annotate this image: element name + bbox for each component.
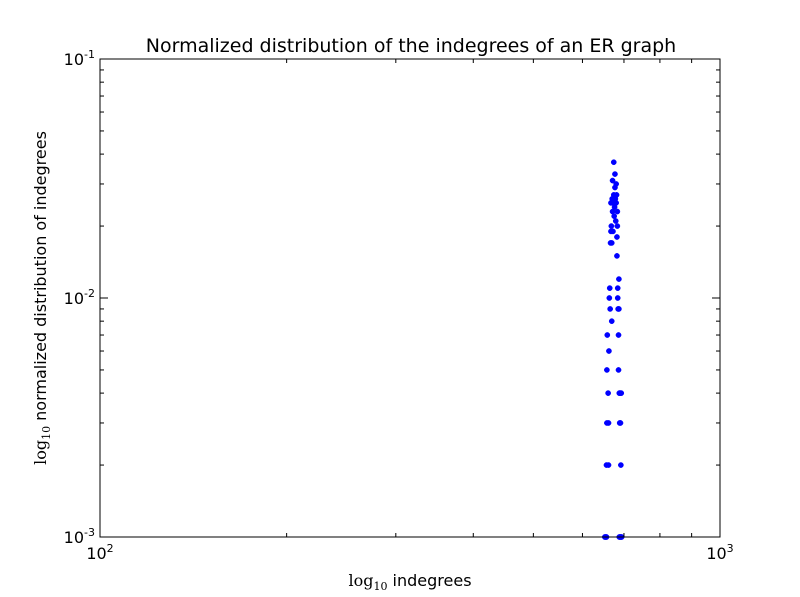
data-point [614,295,621,301]
x-axis-label-prefix: log [348,571,373,590]
data-point [610,159,617,166]
data-point [614,208,621,215]
x-axis-label: log10 indegrees [348,571,471,593]
x-tick-label: 102 [86,542,113,563]
data-point [606,295,613,301]
y-axis-label: log10 normalized distribution of indegre… [31,131,53,465]
data-point [616,276,622,282]
y-axis-label-prefix: log [31,440,50,465]
data-point [607,306,614,312]
data-point [614,223,621,229]
data-point [612,171,618,177]
data-points [601,159,625,540]
data-point [617,420,624,426]
data-point [605,420,612,426]
data-point [616,306,622,312]
axis-ticks [99,58,721,538]
y-tick-label: 10-1 [64,48,95,69]
data-point [604,332,611,338]
data-point [614,234,620,240]
y-axis-label-subscript: 10 [40,426,53,440]
plot-frame [99,58,721,538]
data-point [604,367,610,373]
data-point [605,390,611,396]
data-point [613,200,620,206]
data-point [613,181,620,187]
data-point [615,332,622,338]
data-point [608,240,615,246]
data-point [609,177,616,184]
data-point [608,223,615,229]
x-tick-label: 103 [706,542,733,563]
chart-title: Normalized distribution of the indegrees… [146,35,676,57]
x-axis-label-text: indegrees [387,571,471,590]
data-point [613,192,620,198]
data-point [618,462,624,468]
data-point [612,218,619,224]
data-point [605,462,612,468]
data-point [608,318,615,325]
data-point [614,253,620,259]
data-point [615,367,622,373]
data-point [610,228,616,235]
tick-labels: 102 103 10-3 10-2 10-1 [64,48,734,563]
x-axis-label-subscript: 10 [373,580,387,593]
data-point [606,285,613,291]
data-point [606,348,612,354]
y-tick-label: 10-3 [64,526,95,547]
data-point [614,285,621,291]
data-point [611,213,618,220]
y-axis-label-text: normalized distribution of indegrees [31,131,50,426]
data-point [618,390,625,396]
plot-area [100,59,720,537]
y-tick-label: 10-2 [64,287,95,308]
